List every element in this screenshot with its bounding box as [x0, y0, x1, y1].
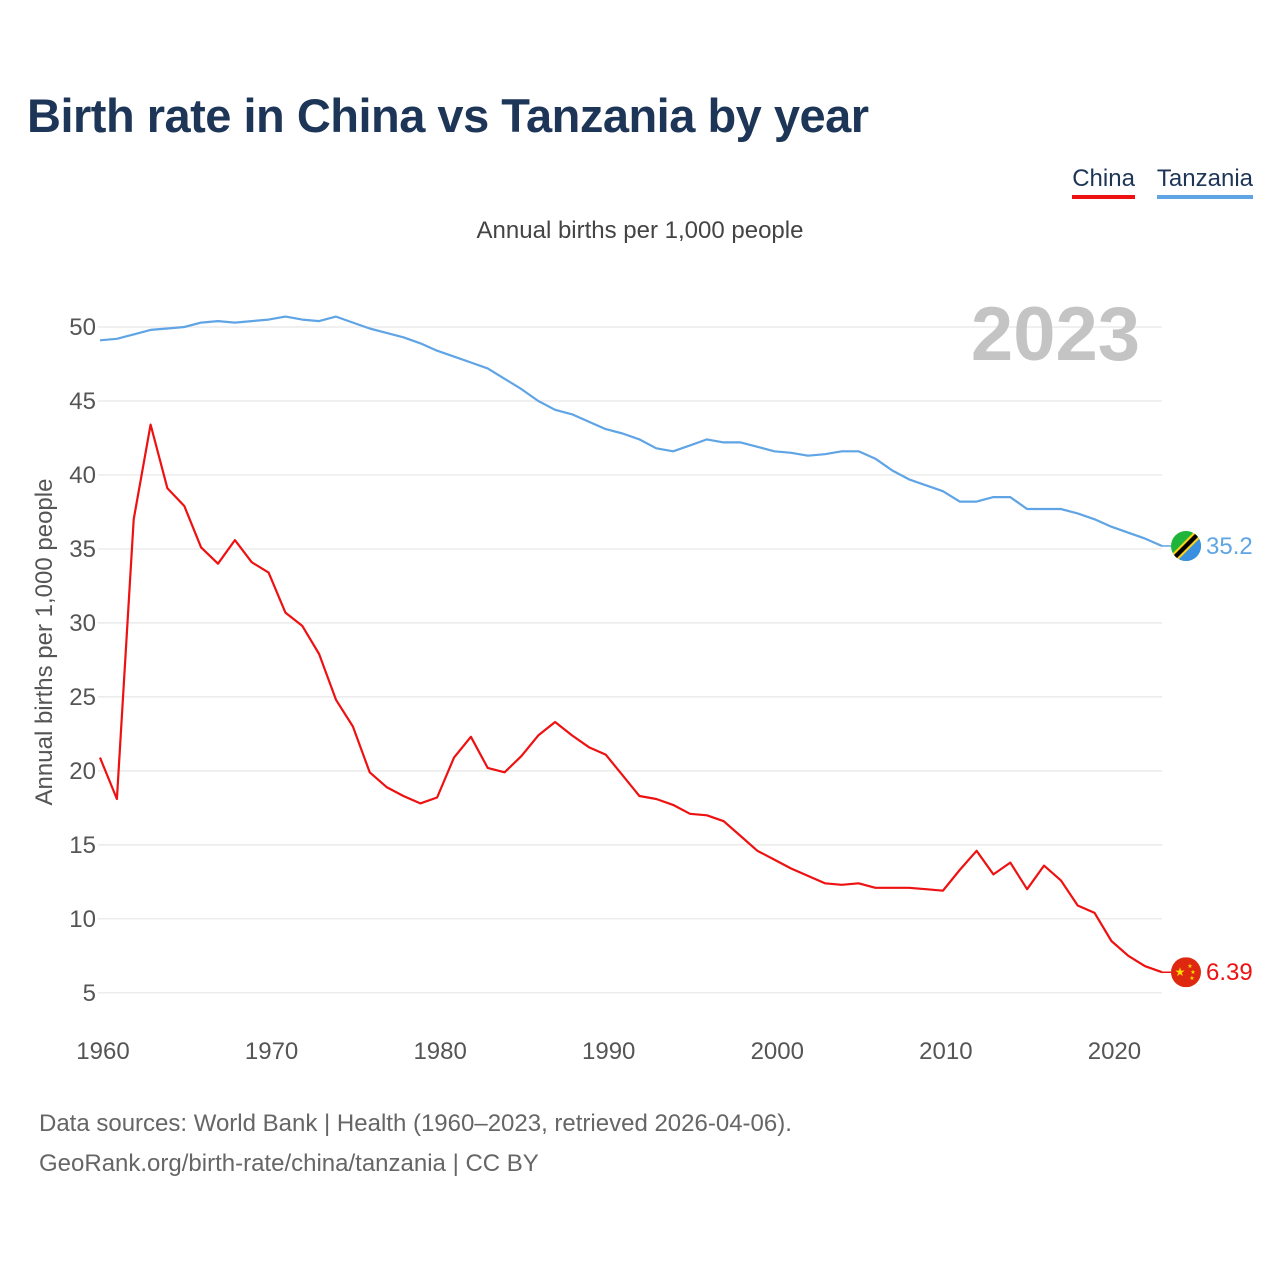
series-layer — [98, 315, 1171, 974]
legend-item-tanzania[interactable]: Tanzania — [1156, 166, 1253, 199]
y-tick-label: 45 — [69, 388, 96, 415]
grid-lines — [98, 326, 1162, 994]
legend: China Tanzania — [1072, 166, 1253, 199]
y-tick-label: 50 — [69, 314, 96, 341]
y-tick-label: 35 — [69, 536, 96, 563]
endpoint-markers: ★ ★ ★ ★ 35.2 6.39 — [1171, 530, 1253, 988]
year-watermark: 2023 — [971, 292, 1140, 377]
data-source-note: Data sources: World Bank | Health (1960–… — [39, 1110, 792, 1137]
y-tick-label: 20 — [69, 758, 96, 785]
y-tick-label: 25 — [69, 684, 96, 711]
x-tick-label: 1970 — [245, 1038, 298, 1065]
y-tick-label: 5 — [83, 980, 96, 1007]
svg-text:★: ★ — [1189, 975, 1194, 982]
x-tick-labels: 1960 1970 1980 1990 2000 2010 2020 — [76, 1038, 1141, 1065]
x-tick-label: 1980 — [413, 1038, 466, 1065]
x-tick-label: 2020 — [1088, 1038, 1141, 1065]
x-tick-label: 2010 — [919, 1038, 972, 1065]
end-value-china: 6.39 — [1206, 959, 1253, 986]
chart-title: Birth rate in China vs Tanzania by year — [27, 89, 869, 142]
series-line-china[interactable] — [98, 423, 1163, 974]
y-tick-label: 30 — [69, 610, 96, 637]
china-flag-icon: ★ ★ ★ ★ — [1171, 957, 1201, 988]
chart-subtitle: Annual births per 1,000 people — [476, 217, 804, 244]
footer: Data sources: World Bank | Health (1960–… — [39, 1104, 792, 1184]
y-tick-labels: 5 10 15 20 25 30 35 40 45 50 — [69, 314, 96, 1007]
y-tick-label: 40 — [69, 462, 96, 489]
legend-item-china[interactable]: China — [1072, 166, 1135, 199]
svg-text:★: ★ — [1175, 965, 1186, 979]
series-line-tanzania[interactable] — [99, 315, 1163, 548]
x-tick-label: 2000 — [751, 1038, 804, 1065]
tanzania-flag-icon — [1171, 530, 1201, 561]
y-tick-label: 10 — [69, 906, 96, 933]
end-value-tanzania: 35.2 — [1206, 533, 1253, 560]
y-axis-label: Annual births per 1,000 people — [31, 479, 58, 806]
attribution-link[interactable]: GeoRank.org/birth-rate/china/tanzania | … — [39, 1150, 539, 1177]
x-tick-label: 1990 — [582, 1038, 635, 1065]
svg-text:★: ★ — [1187, 963, 1192, 970]
y-tick-label: 15 — [69, 832, 96, 859]
svg-text:★: ★ — [1190, 969, 1195, 976]
x-tick-label: 1960 — [76, 1038, 129, 1065]
